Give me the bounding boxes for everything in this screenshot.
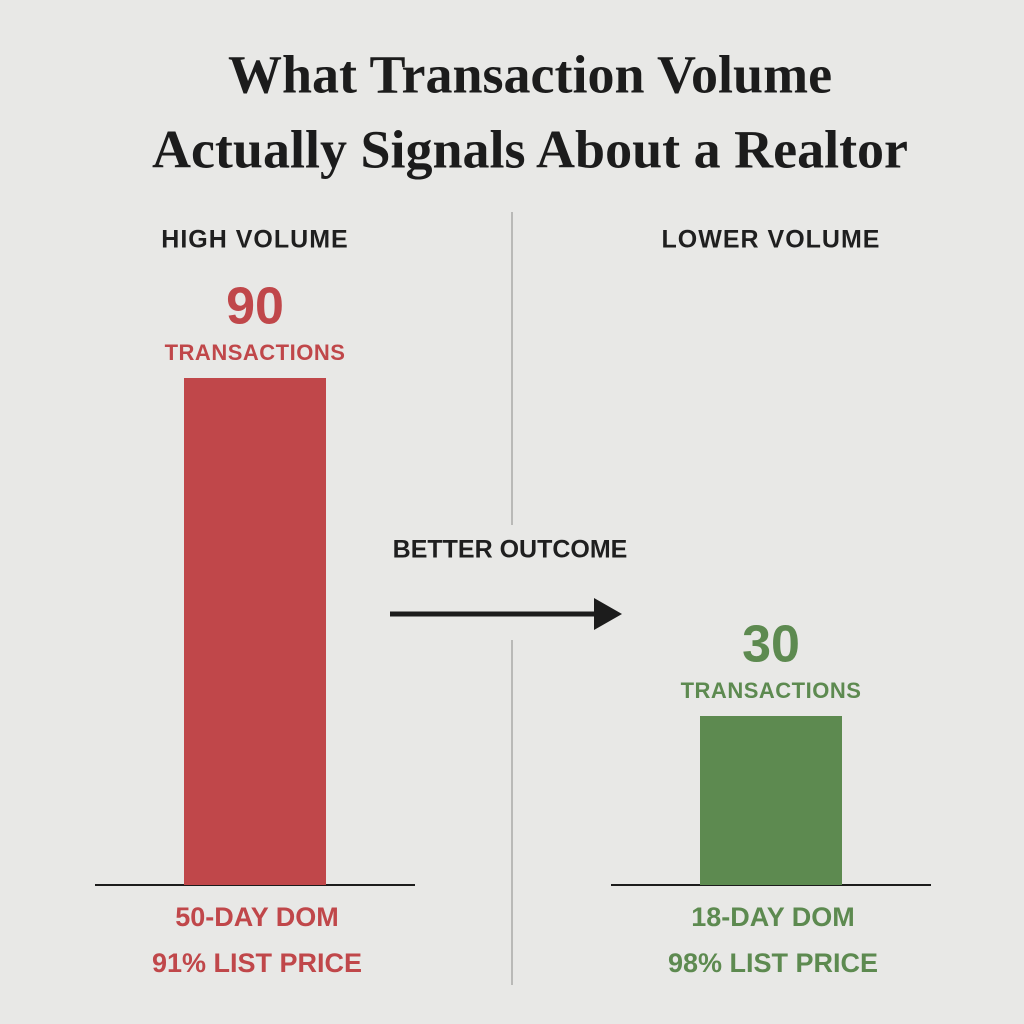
value-label: 30 (742, 616, 800, 674)
value-label: 90 (226, 278, 284, 336)
note: 91% LIST PRICE (152, 948, 362, 978)
note: 50-DAY DOM (175, 902, 339, 932)
category-label: LOWER VOLUME (662, 226, 881, 254)
chart-title: Actually Signals About a Realtor (152, 119, 908, 179)
note: 18-DAY DOM (691, 902, 855, 932)
unit-label: TRANSACTIONS (165, 340, 346, 365)
category-label: HIGH VOLUME (161, 226, 348, 254)
chart-title: What Transaction Volume (228, 44, 832, 104)
unit-label: TRANSACTIONS (681, 678, 862, 703)
arrow-head (594, 598, 622, 630)
note: 98% LIST PRICE (668, 948, 878, 978)
bar (700, 716, 842, 885)
bar (184, 378, 326, 885)
annotation: BETTER OUTCOME (393, 536, 628, 564)
